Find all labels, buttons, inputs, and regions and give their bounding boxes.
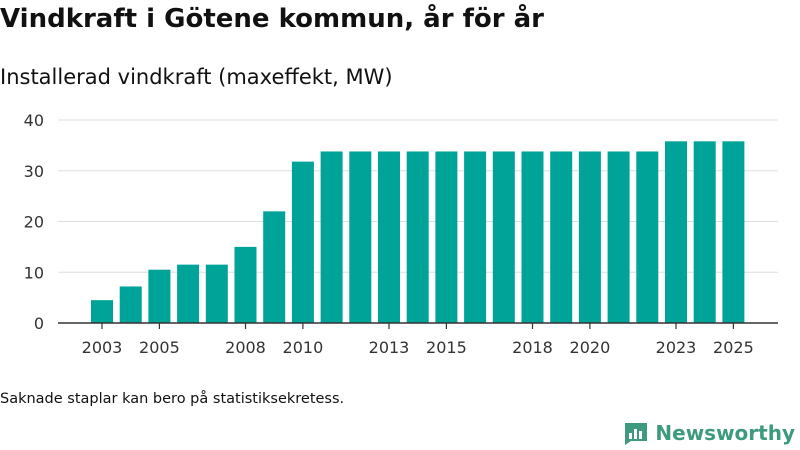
bar-2011 bbox=[320, 151, 343, 323]
y-tick-label-20: 20 bbox=[24, 213, 44, 232]
bar-2020 bbox=[578, 151, 601, 323]
x-tick-label-2013: 2013 bbox=[369, 338, 410, 357]
bar-2007 bbox=[205, 264, 228, 323]
brand-name: Newsworthy bbox=[655, 421, 795, 445]
bar-2025 bbox=[722, 141, 745, 323]
bar-2017 bbox=[492, 151, 515, 323]
bar-2015 bbox=[435, 151, 458, 323]
bar-2010 bbox=[291, 161, 314, 323]
x-tick-label-2025: 2025 bbox=[713, 338, 754, 357]
chart-subtitle: Installerad vindkraft (maxeffekt, MW) bbox=[0, 65, 393, 89]
x-tick-label-2020: 2020 bbox=[570, 338, 611, 357]
bar-2013 bbox=[378, 151, 400, 323]
brand-logo[interactable]: Newsworthy bbox=[623, 420, 795, 446]
bar-2016 bbox=[464, 151, 487, 323]
bar-2005 bbox=[148, 269, 171, 323]
bar-2006 bbox=[177, 264, 200, 323]
bar-chart-flag-icon bbox=[625, 423, 648, 445]
bar-2022 bbox=[636, 151, 659, 323]
bar-2024 bbox=[693, 141, 716, 323]
x-tick-label-2023: 2023 bbox=[656, 338, 697, 357]
x-tick-label-2010: 2010 bbox=[283, 338, 324, 357]
bar-2019 bbox=[550, 151, 573, 323]
x-tick-label-2008: 2008 bbox=[225, 338, 266, 357]
y-tick-label-30: 30 bbox=[24, 162, 44, 181]
y-tick-label-40: 40 bbox=[24, 111, 44, 130]
chart-title: Vindkraft i Götene kommun, år för år bbox=[0, 4, 544, 34]
x-tick-label-2015: 2015 bbox=[426, 338, 467, 357]
y-tick-label-10: 10 bbox=[24, 263, 44, 282]
bar-2008 bbox=[234, 246, 257, 323]
bar-2009 bbox=[263, 211, 286, 323]
footnote: Saknade staplar kan bero på statistiksek… bbox=[0, 391, 345, 407]
bar-2004 bbox=[119, 286, 142, 323]
bar-2021 bbox=[607, 151, 630, 323]
x-tick-label-2018: 2018 bbox=[512, 338, 553, 357]
bar-2003 bbox=[91, 300, 113, 323]
bar-2014 bbox=[406, 151, 429, 323]
y-tick-label-0: 0 bbox=[34, 314, 44, 333]
bar-2023 bbox=[665, 141, 687, 323]
x-tick-label-2003: 2003 bbox=[82, 338, 123, 357]
x-tick-label-2005: 2005 bbox=[139, 338, 180, 357]
bar-2018 bbox=[521, 151, 544, 323]
bar-2012 bbox=[349, 151, 372, 323]
